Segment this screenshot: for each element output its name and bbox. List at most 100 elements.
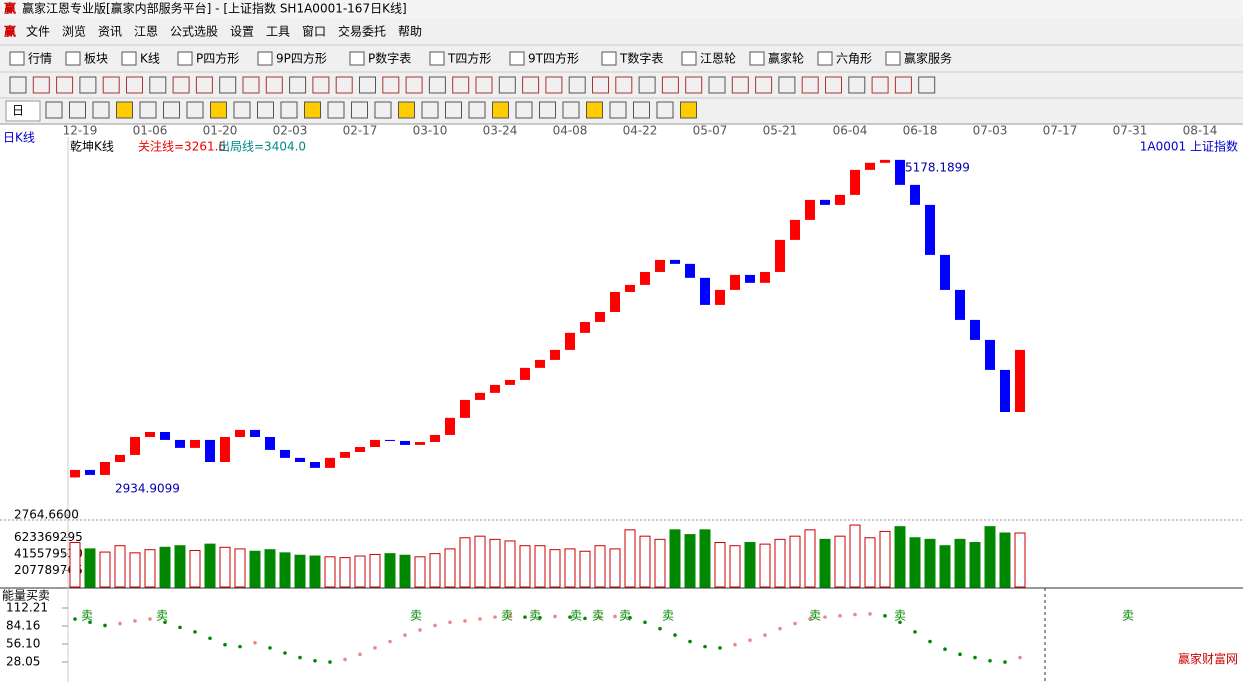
tool-icon[interactable]	[685, 76, 703, 94]
tool-icon[interactable]	[9, 76, 27, 94]
tool-icon[interactable]	[894, 76, 912, 94]
tool-icon[interactable]	[615, 76, 633, 94]
menu-item[interactable]: 帮助	[398, 25, 422, 39]
tool-icon[interactable]	[539, 101, 556, 119]
tool-icon[interactable]	[680, 101, 697, 119]
tool-icon[interactable]	[545, 76, 563, 94]
tool-icon[interactable]	[327, 101, 345, 119]
tool-icon[interactable]	[755, 76, 773, 94]
tool-icon[interactable]	[219, 76, 237, 94]
tool-icon[interactable]	[289, 76, 307, 94]
menu-item[interactable]: 文件	[26, 24, 50, 39]
toolbar-icon[interactable]	[9, 51, 25, 66]
tool-icon[interactable]	[242, 76, 260, 94]
toolbar-button[interactable]: 赢家服务	[904, 51, 952, 66]
tool-icon[interactable]	[92, 101, 110, 119]
toolbar-icon[interactable]	[509, 51, 525, 66]
menu-item[interactable]: 工具	[266, 25, 290, 39]
period-label[interactable]: 日	[12, 104, 24, 118]
tool-icon[interactable]	[280, 101, 298, 119]
toolbar-icon[interactable]	[65, 51, 81, 66]
tool-icon[interactable]	[778, 76, 796, 94]
tool-icon[interactable]	[428, 76, 446, 94]
tool-icon[interactable]	[562, 101, 580, 119]
tool-icon[interactable]	[638, 76, 656, 94]
menu-item[interactable]: 浏览	[62, 24, 86, 39]
tool-icon[interactable]	[405, 76, 423, 94]
menu-item[interactable]: 公式选股	[170, 25, 218, 39]
tool-icon[interactable]	[871, 76, 889, 94]
toolbar-button[interactable]: 板块	[84, 52, 108, 66]
tool-icon[interactable]	[568, 76, 586, 94]
tool-icon[interactable]	[102, 76, 120, 94]
menu-item[interactable]: 窗口	[302, 25, 326, 39]
tool-icon[interactable]	[445, 101, 462, 119]
tool-icon[interactable]	[731, 76, 749, 94]
tool-icon[interactable]	[163, 101, 180, 119]
tool-icon[interactable]	[468, 101, 486, 119]
tool-icon[interactable]	[452, 76, 470, 94]
toolbar-button[interactable]: 赢家轮	[768, 51, 804, 66]
tool-icon[interactable]	[312, 76, 330, 94]
toolbar-button[interactable]: P数字表	[368, 51, 411, 66]
tool-icon[interactable]	[116, 101, 133, 119]
tool-icon[interactable]	[359, 76, 376, 94]
toolbar-icon[interactable]	[749, 51, 765, 66]
tool-icon[interactable]	[382, 76, 400, 94]
toolbar-icon[interactable]	[429, 51, 445, 66]
toolbar-icon[interactable]	[349, 51, 365, 66]
tool-icon[interactable]	[186, 101, 204, 119]
toolbar-button[interactable]: K线	[140, 52, 160, 66]
tool-icon[interactable]	[586, 101, 603, 119]
tool-icon[interactable]	[172, 76, 190, 94]
tool-icon[interactable]	[195, 76, 213, 94]
toolbar-icon[interactable]	[121, 51, 137, 66]
toolbar-icon[interactable]	[177, 51, 193, 66]
toolbar-icon[interactable]	[817, 51, 833, 66]
tool-icon[interactable]	[801, 76, 819, 94]
toolbar-icon[interactable]	[601, 51, 617, 66]
tool-icon[interactable]	[498, 76, 516, 94]
toolbar-button[interactable]: 9T四方形	[528, 51, 579, 66]
tool-icon[interactable]	[398, 101, 415, 119]
tool-icon[interactable]	[661, 76, 679, 94]
toolbar-button[interactable]: T四方形	[447, 51, 491, 66]
tool-icon[interactable]	[45, 101, 63, 119]
tool-icon[interactable]	[656, 101, 674, 119]
toolbar-button[interactable]: P四方形	[196, 51, 239, 66]
tool-icon[interactable]	[825, 76, 842, 94]
tool-icon[interactable]	[304, 101, 321, 119]
tool-icon[interactable]	[918, 76, 936, 94]
tool-icon[interactable]	[56, 76, 74, 94]
toolbar-icon[interactable]	[885, 51, 901, 66]
tool-icon[interactable]	[374, 101, 392, 119]
tool-icon[interactable]	[708, 76, 726, 94]
tool-icon[interactable]	[32, 76, 50, 94]
tool-icon[interactable]	[475, 76, 493, 94]
toolbar-button[interactable]: 江恩轮	[700, 52, 736, 66]
tool-icon[interactable]	[492, 101, 509, 119]
menu-item[interactable]: 交易委托	[338, 24, 386, 39]
tool-icon[interactable]	[351, 101, 368, 119]
tool-icon[interactable]	[149, 76, 167, 94]
tool-icon[interactable]	[848, 76, 866, 94]
tool-icon[interactable]	[633, 101, 650, 119]
tool-icon[interactable]	[421, 101, 439, 119]
menu-item[interactable]: 设置	[230, 25, 254, 39]
tool-icon[interactable]	[592, 76, 609, 94]
tool-icon[interactable]	[257, 101, 274, 119]
toolbar-button[interactable]: 六角形	[836, 52, 872, 66]
tool-icon[interactable]	[210, 101, 227, 119]
tool-icon[interactable]	[609, 101, 627, 119]
tool-icon[interactable]	[233, 101, 251, 119]
menu-item[interactable]: 资讯	[98, 25, 122, 39]
period-select[interactable]	[5, 100, 41, 122]
toolbar-icon[interactable]	[681, 51, 697, 66]
tool-icon[interactable]	[69, 101, 86, 119]
toolbar-button[interactable]: 9P四方形	[276, 51, 327, 66]
tool-icon[interactable]	[265, 76, 283, 94]
tool-icon[interactable]	[515, 101, 533, 119]
tool-icon[interactable]	[126, 76, 143, 94]
toolbar-button[interactable]: 行情	[28, 52, 52, 66]
toolbar-button[interactable]: T数字表	[619, 51, 663, 66]
